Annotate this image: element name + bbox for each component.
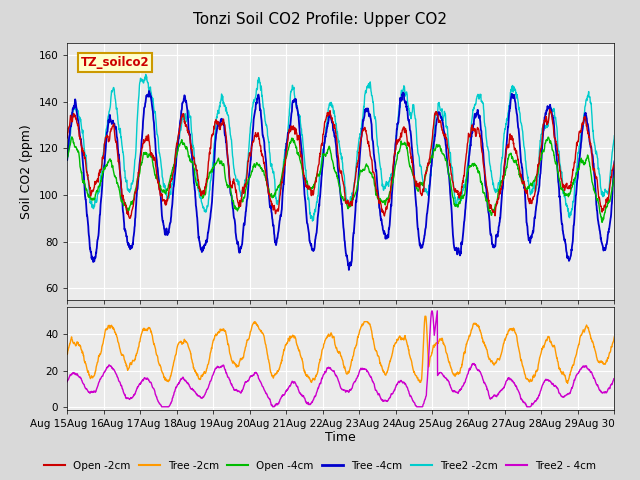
Tree -4cm (92, 255, 99, 261)
Tree2 - 4cm (595, 385, 603, 391)
Tree2 - 4cm (495, 391, 502, 396)
Open -4cm (611, 172, 618, 178)
Tree -2cm (315, 362, 323, 368)
Tree2 - 4cm (315, 383, 323, 389)
Tree -2cm (421, 313, 429, 319)
Tree -4cm (145, 88, 153, 94)
Tree2 - 4cm (63, 379, 71, 384)
Open -4cm (598, 219, 606, 225)
Open -2cm (126, 216, 134, 221)
Tree -2cm (330, 334, 337, 340)
Tree -2cm (564, 380, 572, 386)
Tree2 -2cm (595, 170, 603, 176)
Tree2 -2cm (316, 177, 323, 182)
Line: Tree -4cm: Tree -4cm (67, 91, 614, 270)
Text: TZ_soilco2: TZ_soilco2 (81, 56, 150, 69)
Open -2cm (63, 135, 71, 141)
X-axis label: Time: Time (325, 431, 356, 444)
Tree2 - 4cm (611, 376, 618, 382)
Line: Open -4cm: Open -4cm (67, 137, 614, 222)
Open -2cm (495, 195, 502, 201)
Tree2 - 4cm (92, 389, 99, 395)
Tree -2cm (92, 370, 99, 376)
Open -2cm (92, 179, 99, 184)
Tree2 - 4cm (433, 308, 441, 314)
Open -2cm (611, 160, 618, 166)
Open -2cm (595, 195, 603, 201)
Line: Tree -2cm: Tree -2cm (67, 316, 614, 383)
Open -2cm (595, 195, 603, 201)
Tree -4cm (595, 224, 603, 229)
Tree2 -2cm (308, 218, 316, 224)
Tree2 - 4cm (330, 368, 337, 374)
Tree -2cm (495, 356, 502, 362)
Line: Tree2 -2cm: Tree2 -2cm (67, 74, 614, 221)
Open -4cm (315, 173, 323, 179)
Tree -2cm (595, 359, 603, 365)
Tree2 -2cm (595, 166, 603, 171)
Open -4cm (330, 164, 337, 169)
Tree -4cm (315, 202, 323, 207)
Open -4cm (92, 192, 99, 197)
Tree -4cm (611, 158, 618, 164)
Tree2 -2cm (92, 198, 99, 204)
Tree -4cm (495, 224, 502, 230)
Tree2 -2cm (495, 180, 502, 186)
Tree2 -2cm (330, 108, 338, 113)
Tree2 -2cm (142, 72, 150, 77)
Tree -4cm (63, 157, 71, 163)
Line: Open -2cm: Open -2cm (67, 109, 614, 218)
Tree -4cm (595, 222, 603, 228)
Tree2 - 4cm (158, 404, 166, 409)
Tree2 - 4cm (595, 386, 603, 392)
Text: Tonzi Soil CO2 Profile: Upper CO2: Tonzi Soil CO2 Profile: Upper CO2 (193, 12, 447, 27)
Tree -4cm (345, 267, 353, 273)
Open -2cm (330, 121, 337, 127)
Open -2cm (315, 161, 323, 167)
Open -4cm (595, 201, 603, 206)
Y-axis label: Soil CO2 (ppm): Soil CO2 (ppm) (20, 124, 33, 219)
Tree -4cm (330, 127, 337, 133)
Open -4cm (595, 201, 602, 206)
Tree2 -2cm (611, 133, 618, 139)
Tree2 -2cm (63, 157, 71, 163)
Line: Tree2 - 4cm: Tree2 - 4cm (67, 311, 614, 407)
Tree -2cm (63, 351, 71, 357)
Legend: Open -2cm, Tree -2cm, Open -4cm, Tree -4cm, Tree2 -2cm, Tree2 - 4cm: Open -2cm, Tree -2cm, Open -4cm, Tree -4… (40, 456, 600, 475)
Open -4cm (63, 155, 71, 161)
Tree -2cm (611, 334, 618, 339)
Open -4cm (68, 134, 76, 140)
Open -4cm (495, 190, 502, 196)
Tree -2cm (595, 358, 603, 364)
Open -2cm (546, 107, 554, 112)
